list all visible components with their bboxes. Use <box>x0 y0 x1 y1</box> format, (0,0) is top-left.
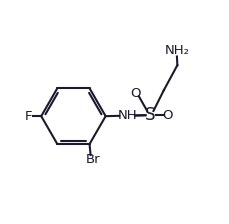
Text: O: O <box>130 87 140 100</box>
Text: NH₂: NH₂ <box>164 44 189 57</box>
Text: NH: NH <box>117 109 136 122</box>
Text: Br: Br <box>85 153 100 166</box>
Text: O: O <box>162 109 172 122</box>
Text: S: S <box>144 106 155 124</box>
Text: F: F <box>25 110 32 123</box>
